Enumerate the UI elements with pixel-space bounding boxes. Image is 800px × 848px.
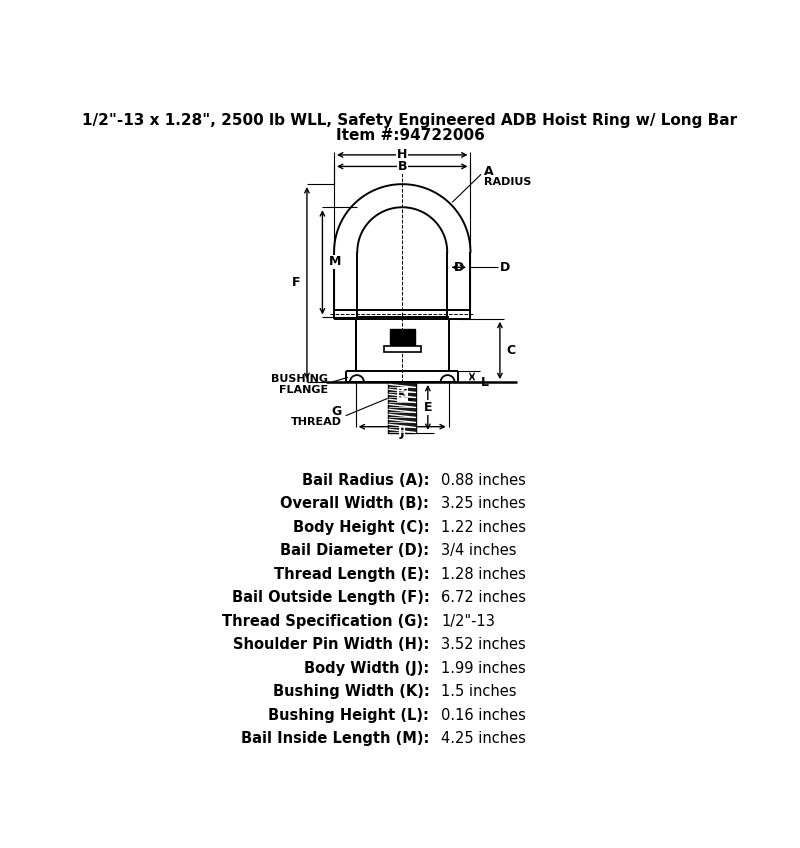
Text: D: D <box>500 261 510 274</box>
Text: L: L <box>482 377 490 389</box>
Text: 3.52 inches: 3.52 inches <box>441 638 526 652</box>
Text: BUSHING: BUSHING <box>271 374 328 384</box>
Text: Bail Inside Length (M):: Bail Inside Length (M): <box>241 731 430 746</box>
Text: THREAD: THREAD <box>291 417 342 427</box>
Text: 1.99 inches: 1.99 inches <box>441 661 526 676</box>
Text: Body Height (C):: Body Height (C): <box>293 520 430 535</box>
Text: 1.22 inches: 1.22 inches <box>441 520 526 535</box>
Text: 0.88 inches: 0.88 inches <box>441 473 526 488</box>
Text: M: M <box>329 255 341 269</box>
Text: G: G <box>331 404 342 418</box>
Text: C: C <box>506 344 515 357</box>
Text: RADIUS: RADIUS <box>485 177 532 187</box>
Text: K: K <box>398 388 407 401</box>
Text: 1/2"-13: 1/2"-13 <box>441 614 495 629</box>
Text: Bail Diameter (D):: Bail Diameter (D): <box>280 544 430 558</box>
Text: 4.25 inches: 4.25 inches <box>441 731 526 746</box>
Text: Bail Outside Length (F):: Bail Outside Length (F): <box>232 590 430 605</box>
Text: Shoulder Pin Width (H):: Shoulder Pin Width (H): <box>233 638 430 652</box>
Text: 1.28 inches: 1.28 inches <box>441 566 526 582</box>
Text: J: J <box>400 427 405 439</box>
Text: FLANGE: FLANGE <box>278 385 328 394</box>
Bar <box>384 346 421 352</box>
Text: A: A <box>485 165 494 177</box>
Text: D: D <box>454 261 464 274</box>
Text: B: B <box>398 160 407 173</box>
Text: Overall Width (B):: Overall Width (B): <box>281 496 430 511</box>
Text: 0.16 inches: 0.16 inches <box>441 708 526 722</box>
Text: 1/2"-13 x 1.28", 2500 lb WLL, Safety Engineered ADB Hoist Ring w/ Long Bar: 1/2"-13 x 1.28", 2500 lb WLL, Safety Eng… <box>82 113 738 127</box>
Text: H: H <box>397 148 407 161</box>
Text: Bushing Height (L):: Bushing Height (L): <box>269 708 430 722</box>
Bar <box>388 382 416 432</box>
Text: 6.72 inches: 6.72 inches <box>441 590 526 605</box>
Text: Thread Length (E):: Thread Length (E): <box>274 566 430 582</box>
Bar <box>390 329 414 346</box>
Text: Body Width (J):: Body Width (J): <box>304 661 430 676</box>
Text: F: F <box>292 276 301 289</box>
Text: Thread Specification (G):: Thread Specification (G): <box>222 614 430 629</box>
Text: Bushing Width (K):: Bushing Width (K): <box>273 684 430 700</box>
Text: Item #:94722006: Item #:94722006 <box>335 128 485 143</box>
Text: E: E <box>423 401 432 414</box>
Text: 1.5 inches: 1.5 inches <box>441 684 517 700</box>
Text: 3.25 inches: 3.25 inches <box>441 496 526 511</box>
Text: 3/4 inches: 3/4 inches <box>441 544 517 558</box>
Text: Bail Radius (A):: Bail Radius (A): <box>302 473 430 488</box>
